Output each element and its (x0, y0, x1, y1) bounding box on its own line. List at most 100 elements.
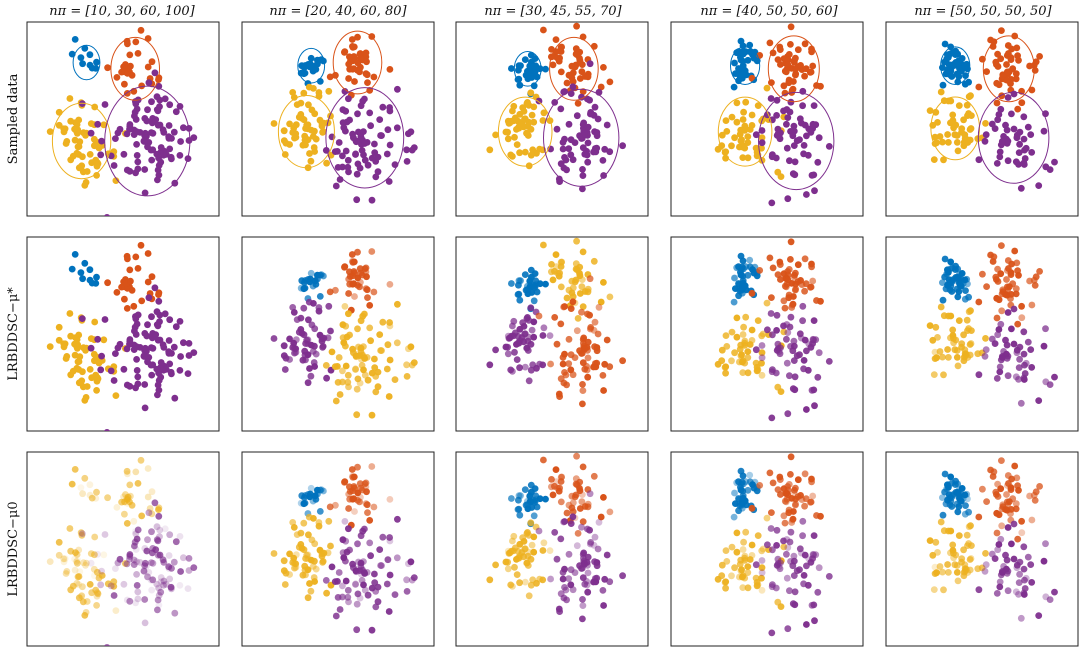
data-point-orange (1011, 462, 1019, 470)
data-point-yellow (286, 356, 293, 363)
data-point-yellow (950, 124, 957, 132)
data-point-orange (797, 492, 804, 499)
data-point-purple (340, 124, 348, 132)
data-point-blue (86, 276, 94, 284)
data-point-purple (565, 550, 573, 558)
data-point-yellow (525, 592, 533, 600)
data-point-orange (345, 75, 352, 82)
data-point-purple (988, 120, 996, 128)
data-point-blue (523, 286, 531, 294)
data-point-purple (809, 335, 817, 343)
data-point-yellow (297, 111, 305, 118)
data-point-purple (379, 103, 387, 111)
data-point-yellow (98, 572, 106, 579)
data-point-purple (371, 570, 378, 578)
data-point-purple (996, 583, 1004, 591)
data-point-yellow (718, 561, 726, 569)
data-point-yellow (936, 133, 944, 140)
data-point-yellow (944, 131, 951, 138)
data-point-yellow (982, 335, 989, 342)
data-point-blue (68, 265, 76, 273)
data-point-orange (808, 478, 815, 486)
data-point-purple (600, 387, 607, 394)
data-point-yellow (744, 354, 752, 361)
data-point-yellow (46, 558, 54, 565)
data-point-purple (405, 560, 412, 568)
data-point-yellow (937, 88, 945, 96)
data-point-blue (312, 66, 320, 73)
data-point-orange (992, 273, 1000, 281)
data-point-purple (815, 134, 823, 142)
data-point-blue (733, 264, 741, 272)
data-point-purple (773, 347, 781, 354)
data-point-yellow (60, 343, 68, 351)
data-point-blue (542, 280, 549, 288)
data-point-purple (1004, 524, 1012, 531)
data-point-blue (515, 277, 523, 285)
data-point-purple (981, 567, 989, 575)
data-point-purple (563, 381, 570, 389)
panel-r2-c3 (455, 236, 649, 432)
data-point-orange (346, 268, 353, 276)
panel-r2-c4 (670, 236, 864, 432)
data-point-orange (983, 68, 990, 75)
data-point-purple (825, 573, 833, 580)
data-point-yellow (93, 568, 101, 576)
data-point-yellow (968, 542, 975, 549)
data-point-yellow (516, 579, 523, 587)
data-point-purple (803, 191, 810, 198)
data-point-yellow (292, 336, 300, 344)
data-point-purple (184, 585, 192, 592)
data-point-orange (1011, 247, 1019, 255)
data-point-yellow (777, 603, 785, 610)
data-point-yellow (953, 132, 961, 139)
data-point-yellow (744, 584, 752, 592)
data-point-orange (990, 468, 998, 476)
data-point-orange (121, 510, 128, 518)
data-point-yellow (304, 336, 312, 344)
data-point-purple (1015, 591, 1022, 598)
data-point-orange (581, 503, 589, 510)
data-point-yellow (944, 561, 951, 568)
data-point-yellow (945, 354, 952, 361)
data-point-orange (766, 254, 774, 262)
data-point-orange (993, 529, 1001, 537)
data-point-orange (578, 283, 586, 291)
cluster-circle-blue (72, 44, 101, 81)
data-point-orange (1014, 267, 1021, 275)
data-point-purple (361, 525, 368, 533)
data-point-yellow (947, 119, 954, 127)
data-point-blue (516, 511, 524, 519)
data-point-purple (335, 569, 343, 576)
data-point-orange (1014, 535, 1022, 543)
data-point-orange (1003, 498, 1011, 506)
data-point-orange (1009, 65, 1017, 73)
data-point-blue (744, 486, 752, 494)
data-point-purple (1015, 149, 1023, 157)
data-point-purple (161, 525, 169, 533)
data-point-purple (579, 172, 587, 180)
data-point-purple (1046, 596, 1054, 603)
data-point-purple (339, 367, 346, 375)
data-point-yellow (733, 333, 741, 341)
data-point-yellow (530, 103, 538, 111)
data-point-blue (508, 280, 515, 287)
data-point-purple (814, 373, 822, 381)
data-point-yellow (74, 573, 82, 581)
data-point-orange (1008, 475, 1016, 483)
data-point-orange (792, 501, 799, 509)
data-point-orange (126, 62, 134, 70)
data-point-orange (128, 501, 136, 509)
data-point-yellow (940, 527, 948, 535)
data-point-blue (307, 269, 315, 277)
data-point-purple (557, 105, 565, 113)
data-point-yellow (100, 121, 108, 129)
data-point-purple (360, 128, 367, 136)
data-point-orange (134, 50, 142, 57)
data-point-orange (126, 492, 134, 500)
data-point-yellow (304, 594, 312, 602)
data-point-purple (1022, 359, 1030, 367)
data-point-purple (814, 158, 822, 166)
column-title-2: nπ = [20, 40, 60, 80] (269, 4, 407, 19)
data-point-purple (322, 577, 330, 584)
